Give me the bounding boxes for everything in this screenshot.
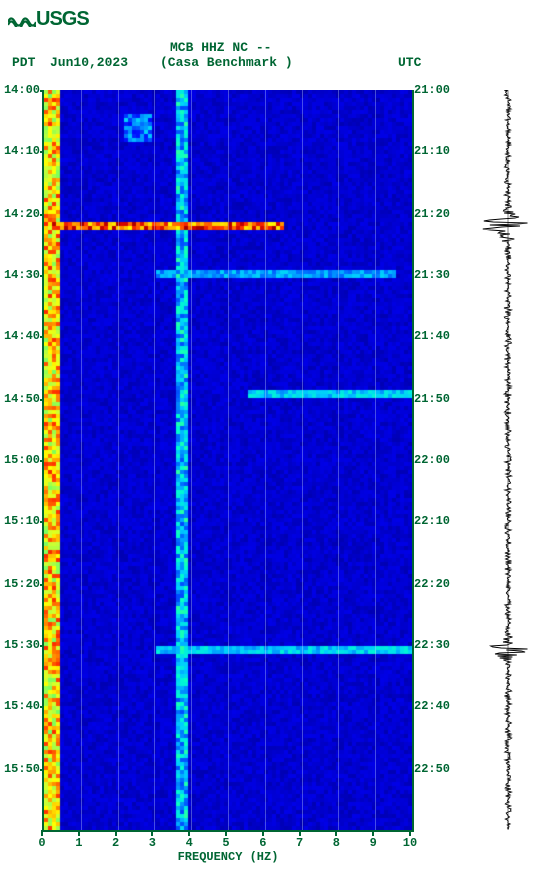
y-right-tick: 21:20 [414, 207, 454, 221]
y-right-tick: 21:30 [414, 268, 454, 282]
y-right-tick: 21:10 [414, 144, 454, 158]
y-axis-left: 14:0014:1014:2014:3014:4014:5015:0015:10… [0, 90, 40, 830]
spectrogram [42, 90, 414, 832]
station-label: MCB HHZ NC -- [170, 40, 271, 55]
wave-icon [8, 13, 36, 27]
y-right-tick: 22:10 [414, 514, 454, 528]
gridline [265, 90, 266, 830]
gridline [191, 90, 192, 830]
x-tick: 4 [186, 836, 193, 850]
gridline [81, 90, 82, 830]
gridline [118, 90, 119, 830]
y-left-tick: 15:50 [0, 762, 40, 776]
y-left-tick: 15:00 [0, 453, 40, 467]
y-right-tick: 22:20 [414, 577, 454, 591]
y-right-tick: 22:40 [414, 699, 454, 713]
y-right-tick: 22:50 [414, 762, 454, 776]
y-left-tick: 14:40 [0, 329, 40, 343]
y-left-tick: 14:30 [0, 268, 40, 282]
y-axis-right: 21:0021:1021:2021:3021:4021:5022:0022:10… [414, 90, 454, 830]
y-left-tick: 15:30 [0, 638, 40, 652]
x-tick: 10 [403, 836, 417, 850]
usgs-logo: USGS [8, 8, 89, 31]
gridline [154, 90, 155, 830]
y-right-tick: 21:40 [414, 329, 454, 343]
gridline [228, 90, 229, 830]
waveform-trace [478, 90, 538, 830]
y-right-tick: 21:00 [414, 83, 454, 97]
waveform-path [483, 90, 528, 829]
y-left-tick: 15:10 [0, 514, 40, 528]
x-tick: 8 [333, 836, 340, 850]
y-right-tick: 22:30 [414, 638, 454, 652]
date-label: Jun10,2023 [50, 55, 128, 70]
y-left-tick: 14:50 [0, 392, 40, 406]
gridline [375, 90, 376, 830]
pdt-label: PDT [12, 55, 35, 70]
y-left-tick: 14:10 [0, 144, 40, 158]
gridline [302, 90, 303, 830]
x-axis-label: FREQUENCY (HZ) [178, 850, 279, 864]
x-tick: 9 [370, 836, 377, 850]
y-right-tick: 21:50 [414, 392, 454, 406]
x-tick: 3 [149, 836, 156, 850]
x-tick: 6 [259, 836, 266, 850]
y-right-tick: 22:00 [414, 453, 454, 467]
waveform-panel [478, 90, 538, 830]
x-tick: 2 [112, 836, 119, 850]
utc-label: UTC [398, 55, 421, 70]
y-left-tick: 14:20 [0, 207, 40, 221]
x-axis: FREQUENCY (HZ) 012345678910 [42, 832, 414, 872]
x-tick: 0 [38, 836, 45, 850]
y-left-tick: 14:00 [0, 83, 40, 97]
x-tick: 1 [75, 836, 82, 850]
gridline [338, 90, 339, 830]
x-tick: 7 [296, 836, 303, 850]
y-left-tick: 15:20 [0, 577, 40, 591]
logo-text: USGS [36, 8, 89, 30]
site-label: (Casa Benchmark ) [160, 55, 293, 70]
y-left-tick: 15:40 [0, 699, 40, 713]
x-tick: 5 [222, 836, 229, 850]
